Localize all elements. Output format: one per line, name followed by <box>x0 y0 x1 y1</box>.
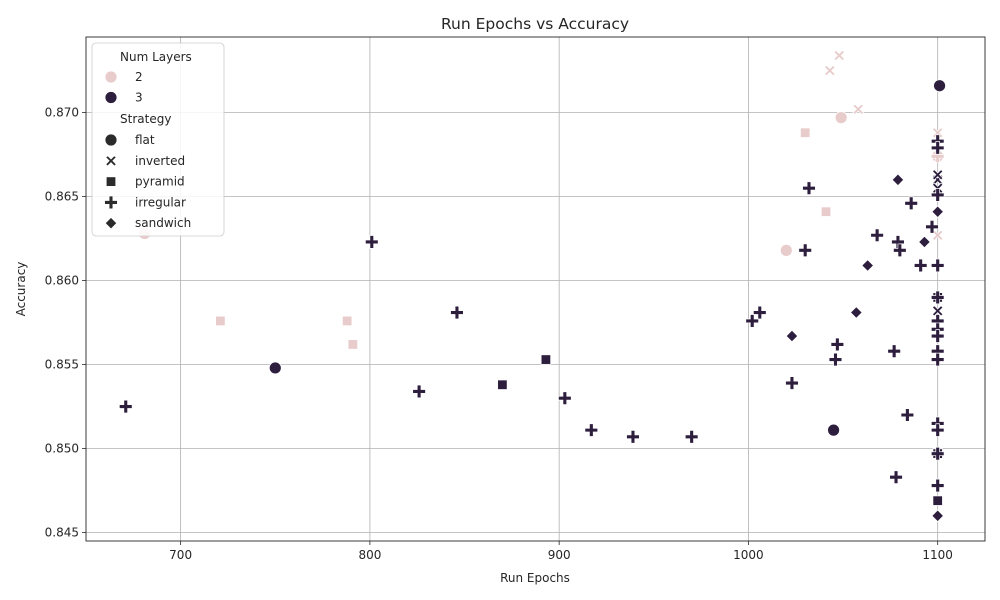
y-tick-label: 0.845 <box>45 526 79 540</box>
data-point-irregular-3 <box>785 376 799 390</box>
x-tick-label: 900 <box>548 548 571 562</box>
grid-lines <box>86 37 985 541</box>
data-point-pyramid-2 <box>215 315 226 327</box>
data-point-sandwich-3 <box>849 306 863 319</box>
data-point-irregular-3 <box>828 352 843 367</box>
data-point-irregular-3 <box>930 423 945 437</box>
legend-marker-sandwich <box>104 216 118 230</box>
y-tick-label: 0.860 <box>45 274 79 288</box>
data-point-pyramid-3 <box>540 354 552 365</box>
data-point-irregular-3 <box>893 243 907 258</box>
legend-marker-flat <box>104 133 118 147</box>
legend-label-sandwich: sandwich <box>135 216 191 230</box>
data-point-sandwich-3 <box>918 235 931 249</box>
data-point-sandwich-3 <box>931 205 945 219</box>
data-point-flat-3 <box>933 79 946 93</box>
data-point-inverted-2 <box>852 103 864 115</box>
y-axis-ticks: 0.845 0.850 0.855 0.860 0.865 0.870 <box>45 106 86 540</box>
x-tick-label: 700 <box>169 548 192 562</box>
x-tick-label: 1100 <box>922 548 953 562</box>
data-point-irregular-3 <box>802 181 816 195</box>
data-point-irregular-3 <box>626 430 640 444</box>
data-point-irregular-3 <box>930 329 945 343</box>
data-points <box>118 49 946 523</box>
data-point-inverted-3 <box>931 305 944 317</box>
data-point-irregular-3 <box>900 408 915 422</box>
data-point-inverted-2 <box>931 229 944 241</box>
data-point-irregular-3 <box>830 337 845 352</box>
legend-label-irregular: irregular <box>135 195 186 209</box>
y-tick-label: 0.870 <box>45 106 79 120</box>
data-point-pyramid-3 <box>497 379 508 390</box>
legend: Num Layers 2 3 Strategy flat inverted pyramid i… <box>91 42 225 237</box>
data-point-irregular-3 <box>684 430 699 444</box>
data-point-irregular-3 <box>887 344 901 358</box>
data-point-sandwich-3 <box>861 259 875 272</box>
data-point-irregular-3 <box>745 314 759 328</box>
data-point-flat-3 <box>268 361 282 375</box>
data-point-irregular-3 <box>450 305 464 320</box>
data-point-irregular-3 <box>412 384 426 399</box>
x-tick-label: 1000 <box>733 548 764 562</box>
data-point-inverted-2 <box>931 127 944 139</box>
legend-box <box>91 42 225 237</box>
legend-marker-3 <box>104 91 118 104</box>
data-point-sandwich-3 <box>891 173 905 187</box>
data-point-irregular-3 <box>365 235 379 249</box>
y-tick-label: 0.850 <box>45 442 79 456</box>
data-point-irregular-3 <box>930 352 945 367</box>
legend-label-layers-3: 3 <box>135 91 143 105</box>
data-point-pyramid-3 <box>932 495 943 506</box>
legend-style-title: Strategy <box>120 112 171 126</box>
y-axis-label: Accuracy <box>14 262 28 317</box>
x-axis-label: Run Epochs <box>500 571 570 585</box>
y-tick-label: 0.855 <box>45 358 79 372</box>
data-point-irregular-3 <box>913 258 928 273</box>
data-point-irregular-3 <box>930 290 945 305</box>
data-point-irregular-3 <box>798 243 812 258</box>
data-point-sandwich-3 <box>931 509 945 523</box>
legend-marker-inverted <box>105 155 117 167</box>
data-point-irregular-3 <box>584 423 599 437</box>
data-point-flat-2 <box>779 243 793 257</box>
data-point-flat-2 <box>834 111 848 125</box>
data-point-irregular-3 <box>930 446 945 461</box>
legend-marker-2 <box>104 70 118 84</box>
data-point-pyramid-2 <box>820 206 832 217</box>
chart-title: Run Epochs vs Accuracy <box>441 15 629 33</box>
data-point-irregular-3 <box>925 220 939 234</box>
data-point-irregular-3 <box>930 478 945 493</box>
data-point-irregular-3 <box>558 391 572 405</box>
data-point-inverted-2 <box>833 49 845 62</box>
legend-label-pyramid: pyramid <box>135 175 185 189</box>
data-point-irregular-3 <box>118 399 133 414</box>
data-point-irregular-3 <box>870 228 884 242</box>
legend-marker-irregular <box>104 195 118 210</box>
data-point-sandwich-3 <box>785 329 799 343</box>
plot-area <box>85 36 986 542</box>
data-point-inverted-2 <box>824 64 836 77</box>
data-point-flat-3 <box>827 423 840 437</box>
x-tick-label: 800 <box>358 548 381 562</box>
legend-hue-title: Num Layers <box>120 50 192 64</box>
data-point-irregular-3 <box>889 470 903 484</box>
data-point-pyramid-2 <box>341 315 353 327</box>
x-axis-ticks: 700 800 900 1000 1100 <box>169 541 953 562</box>
data-point-irregular-3 <box>753 305 767 320</box>
data-point-irregular-3 <box>930 258 945 273</box>
data-point-inverted-3 <box>931 169 944 181</box>
data-point-pyramid-2 <box>800 127 811 138</box>
y-tick-label: 0.865 <box>45 190 79 204</box>
legend-label-inverted: inverted <box>135 154 185 168</box>
data-point-irregular-3 <box>904 196 918 211</box>
data-point-irregular-3 <box>930 188 945 202</box>
legend-marker-pyramid <box>105 176 117 187</box>
legend-label-flat: flat <box>135 133 155 147</box>
data-point-pyramid-2 <box>347 339 359 350</box>
legend-label-layers-2: 2 <box>135 70 143 84</box>
data-point-irregular-3 <box>930 141 945 155</box>
